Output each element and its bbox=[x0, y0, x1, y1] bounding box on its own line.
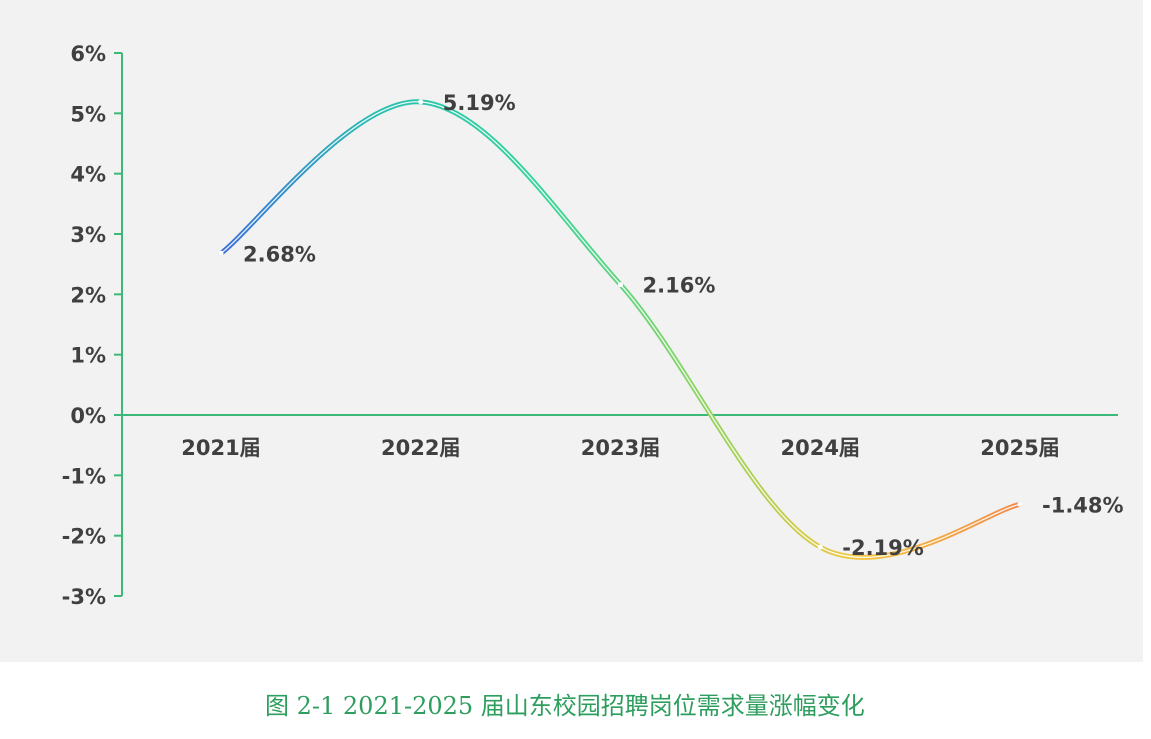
x-category-label: 2021届 bbox=[181, 436, 260, 460]
x-category-label: 2023届 bbox=[581, 436, 660, 460]
y-tick-label: 2% bbox=[70, 283, 106, 307]
y-tick-label: 6% bbox=[70, 42, 106, 66]
y-tick-label: -1% bbox=[62, 464, 106, 488]
y-tick-label: 3% bbox=[70, 223, 106, 247]
series-line-outer bbox=[218, 99, 1023, 560]
data-point bbox=[218, 250, 224, 256]
plot-area: 6% 5% 4% 3% 2% 1% 0% -1% -2% -3% 2021届 2022届 2023届 20… bbox=[0, 0, 1143, 662]
data-point bbox=[817, 544, 823, 550]
y-tick-label: 4% bbox=[70, 163, 106, 187]
data-label: 2.68% bbox=[243, 242, 316, 266]
y-tick-label: 5% bbox=[70, 102, 106, 126]
figure-caption: 图 2-1 2021-2025 届山东校园招聘岗位需求量涨幅变化 bbox=[265, 692, 865, 720]
data-point bbox=[1017, 501, 1023, 507]
series-line-highlight bbox=[220, 101, 1021, 559]
data-label: 2.16% bbox=[643, 274, 716, 298]
data-label: -2.19% bbox=[842, 536, 924, 560]
y-tick-label: -2% bbox=[62, 525, 106, 549]
x-category-label: 2022届 bbox=[381, 436, 460, 460]
y-tick-label: 0% bbox=[70, 404, 106, 428]
x-category-label: 2024届 bbox=[781, 436, 860, 460]
x-category-label: 2025届 bbox=[980, 436, 1059, 460]
y-tick-label: 1% bbox=[70, 344, 106, 368]
data-point bbox=[418, 99, 424, 105]
line-chart: 6% 5% 4% 3% 2% 1% 0% -1% -2% -3% 2021届 2022届 2023届 20… bbox=[62, 42, 1124, 609]
y-tick-label: -3% bbox=[62, 585, 106, 609]
data-label: -1.48% bbox=[1042, 493, 1124, 517]
data-point bbox=[618, 282, 623, 288]
data-label: 5.19% bbox=[443, 91, 516, 115]
